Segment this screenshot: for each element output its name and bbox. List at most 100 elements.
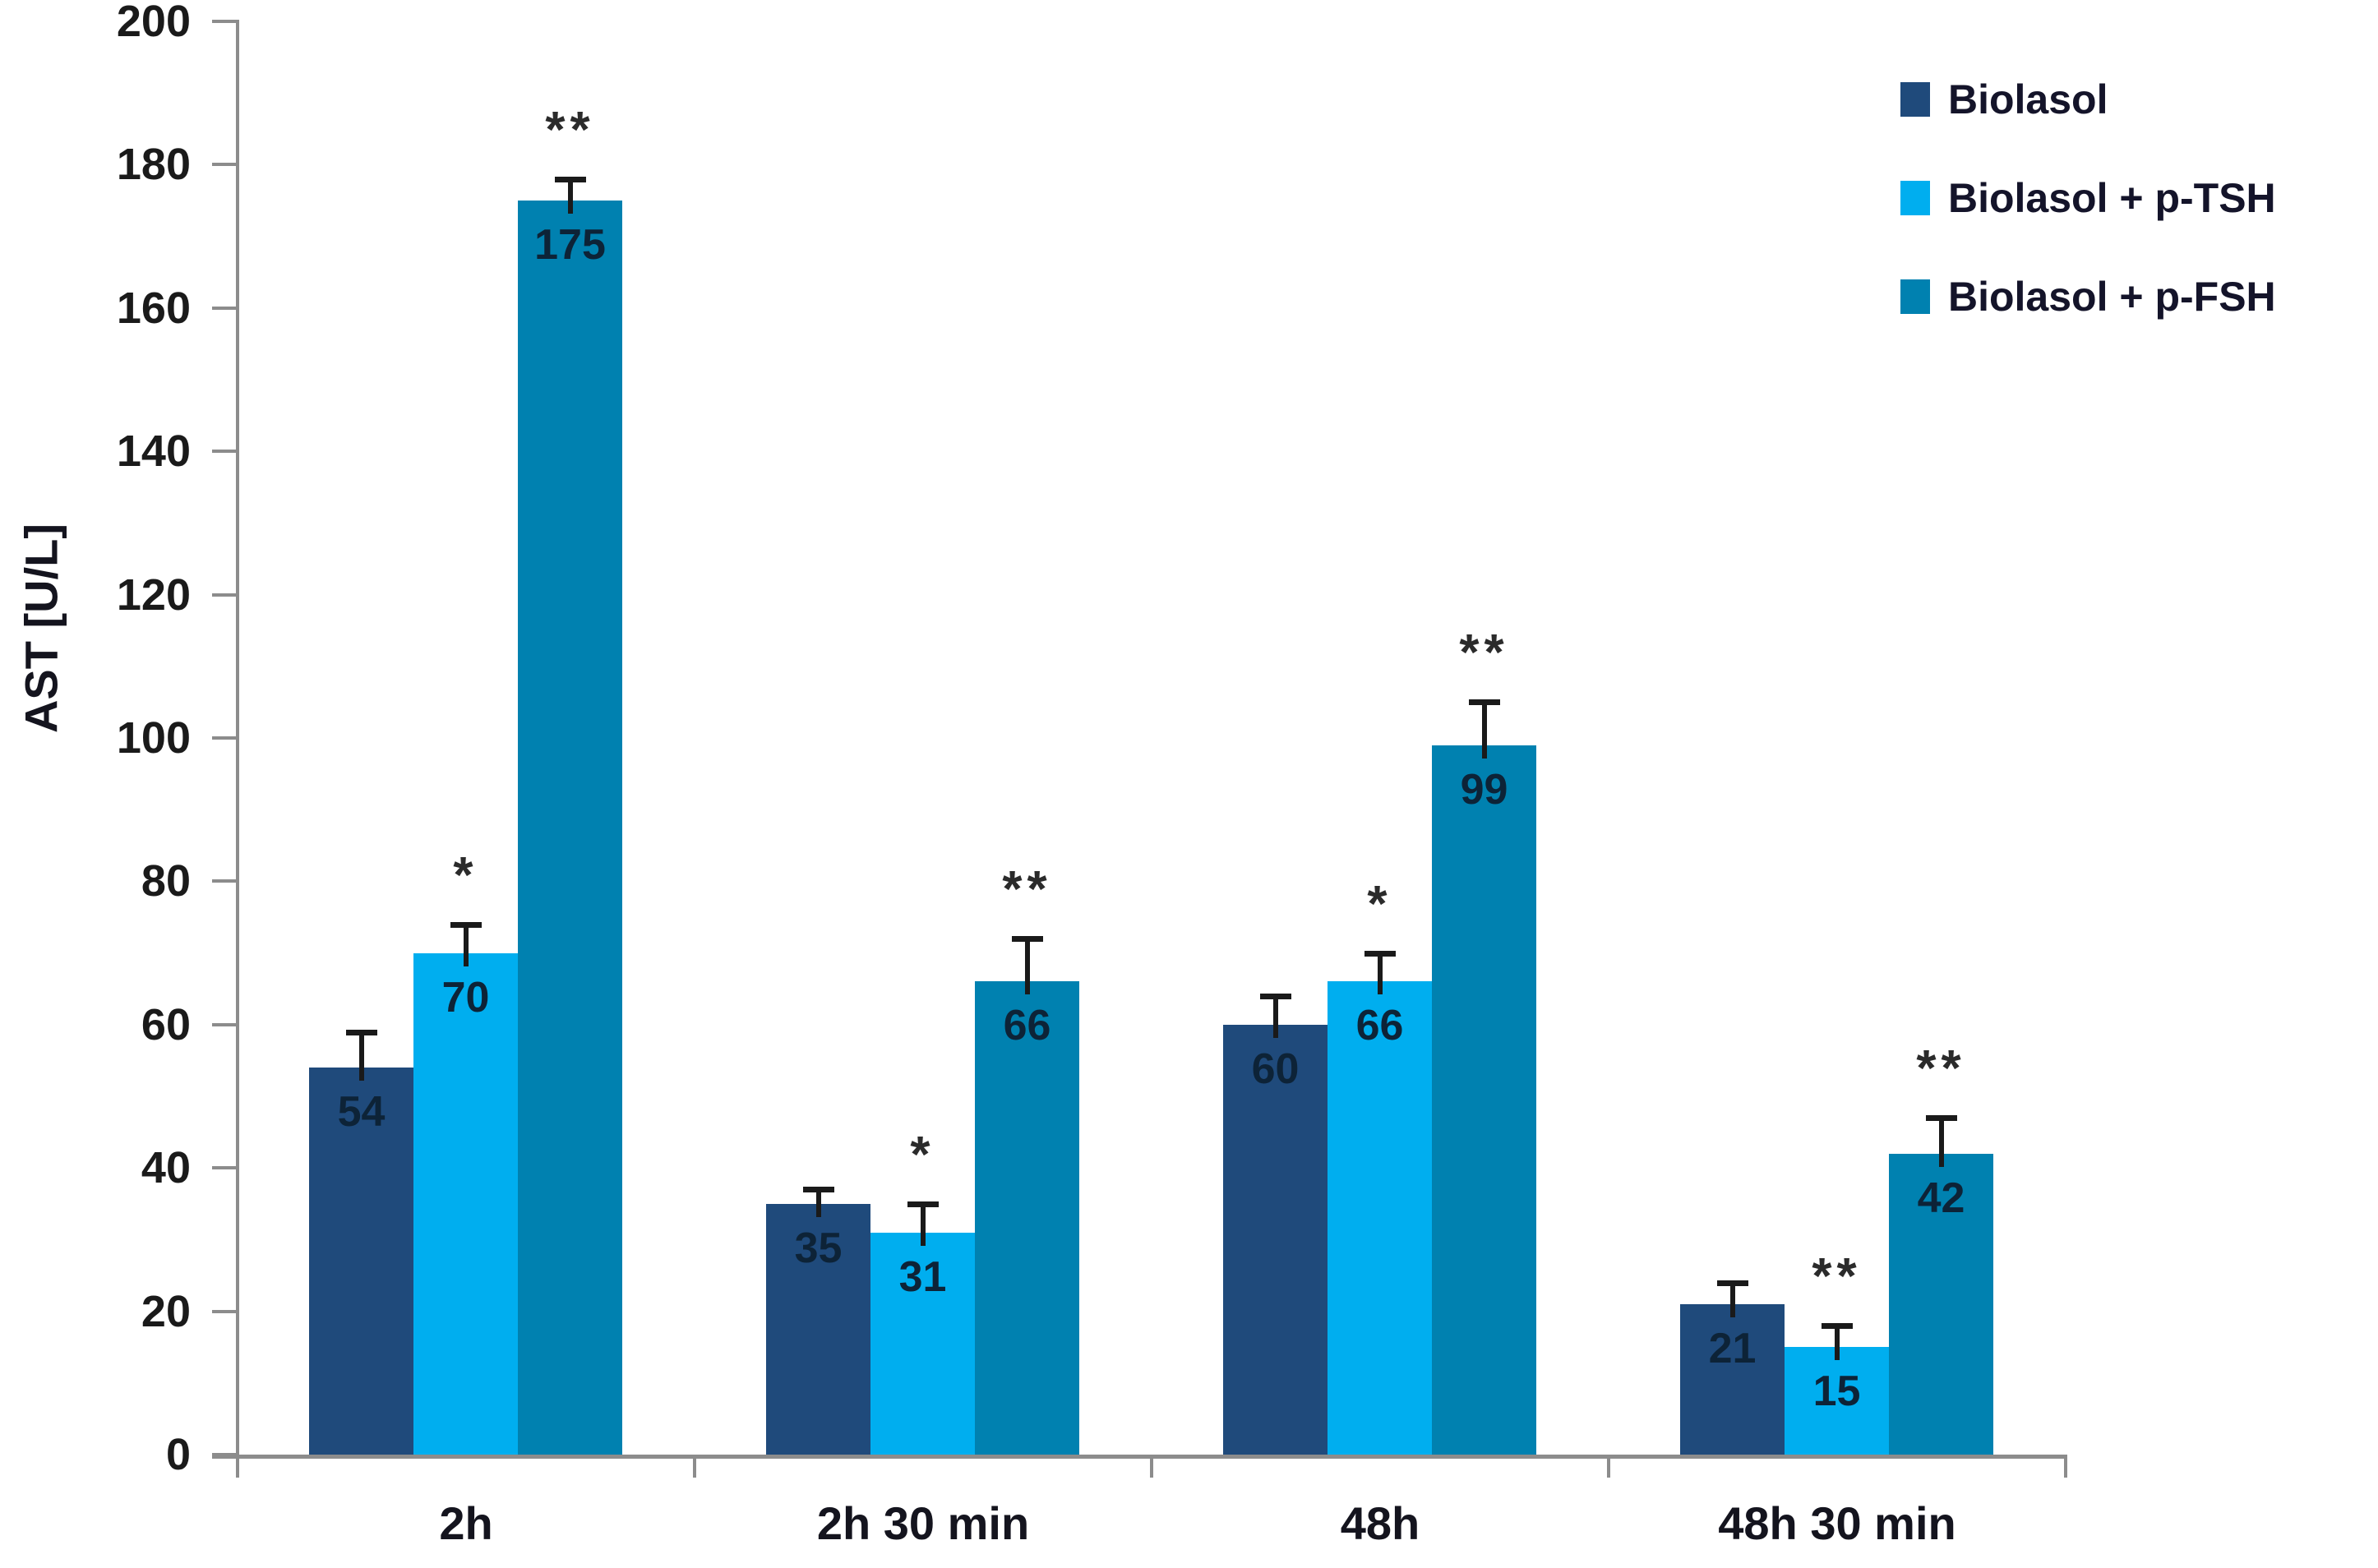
- bar-value-label: 99: [1460, 765, 1508, 814]
- legend-label: Biolasol + p-TSH: [1948, 175, 2276, 221]
- legend-label: Biolasol: [1948, 76, 2108, 122]
- bar: [1889, 1153, 1993, 1455]
- error-bar: [1834, 1326, 1840, 1361]
- y-tick-label: 100: [116, 713, 191, 763]
- significance-marker: **: [1916, 1040, 1966, 1098]
- y-axis-title: AST [U/L]: [15, 523, 67, 734]
- error-bar-cap: [1364, 950, 1396, 957]
- y-tick-label: 60: [141, 999, 191, 1049]
- y-tick: [212, 450, 238, 454]
- legend: Biolasol Biolasol + p-TSH Biolasol + p-FSH: [1900, 76, 2276, 371]
- x-tick-label: 48h: [1340, 1497, 1420, 1549]
- significance-marker: **: [1002, 861, 1052, 919]
- bar-value-label: 31: [898, 1252, 947, 1301]
- y-tick: [212, 1166, 238, 1170]
- x-tick-label: 2h 30 min: [816, 1497, 1030, 1549]
- bar-value-label: 15: [1812, 1367, 1861, 1416]
- bar: [1680, 1303, 1785, 1455]
- error-bar: [1024, 938, 1030, 995]
- y-tick-label: 20: [141, 1286, 191, 1336]
- error-bar: [463, 924, 469, 966]
- bar: [1223, 1024, 1328, 1455]
- legend-label: Biolasol + p-FSH: [1948, 274, 2276, 320]
- bar: [1432, 745, 1536, 1455]
- error-bar-cap: [907, 1201, 939, 1207]
- bar: [1328, 981, 1432, 1455]
- legend-swatch: [1900, 82, 1930, 117]
- bar: [309, 1068, 413, 1455]
- bar: [975, 981, 1079, 1455]
- y-tick: [212, 306, 238, 310]
- bar: [518, 201, 622, 1455]
- x-tick-label: 2h: [439, 1497, 493, 1549]
- significance-marker: **: [1459, 625, 1509, 682]
- error-bar: [1272, 995, 1278, 1038]
- error-bar-cap: [345, 1029, 377, 1035]
- legend-swatch: [1900, 279, 1930, 314]
- error-bar: [920, 1203, 926, 1246]
- y-tick: [212, 20, 238, 23]
- error-bar: [1938, 1118, 1944, 1167]
- legend-swatch: [1900, 181, 1930, 215]
- y-tick: [212, 593, 238, 597]
- significance-marker: **: [1812, 1248, 1862, 1306]
- error-bar-cap: [1925, 1115, 1957, 1122]
- bar-value-label: 60: [1251, 1045, 1300, 1093]
- error-bar-cap: [1011, 936, 1043, 943]
- x-axis-line: [212, 1455, 2067, 1459]
- y-tick: [212, 736, 238, 740]
- bar-value-label: 70: [441, 973, 490, 1022]
- error-bar-cap: [802, 1187, 834, 1193]
- significance-marker: *: [1367, 875, 1392, 933]
- error-bar-cap: [1259, 993, 1291, 999]
- legend-item: Biolasol: [1900, 76, 2276, 123]
- error-bar: [1377, 952, 1383, 995]
- error-bar-cap: [554, 176, 586, 182]
- error-bar-cap: [1716, 1280, 1748, 1286]
- bar-value-label: 54: [337, 1088, 386, 1137]
- x-boundary-tick: [693, 1455, 696, 1478]
- y-tick: [212, 1022, 238, 1026]
- bar: [766, 1203, 870, 1455]
- y-tick-label: 40: [141, 1143, 191, 1193]
- legend-item: Biolasol + p-FSH: [1900, 273, 2276, 321]
- y-tick-label: 200: [116, 0, 191, 46]
- bar-value-label: 42: [1917, 1174, 1965, 1222]
- significance-marker: *: [910, 1126, 935, 1183]
- error-bar: [1729, 1282, 1735, 1317]
- y-tick-label: 140: [116, 427, 191, 477]
- significance-marker: **: [545, 101, 595, 159]
- bar-value-label: 175: [534, 221, 606, 269]
- bar-value-label: 66: [1003, 1002, 1051, 1050]
- y-tick: [212, 1309, 238, 1313]
- legend-item: Biolasol + p-TSH: [1900, 174, 2276, 222]
- y-tick-label: 80: [141, 856, 191, 906]
- bar: [1785, 1347, 1889, 1455]
- x-boundary-tick: [2064, 1455, 2067, 1478]
- error-bar-cap: [450, 921, 482, 928]
- x-boundary-tick: [1607, 1455, 1610, 1478]
- bar-value-label: 66: [1355, 1002, 1404, 1050]
- y-tick-label: 0: [165, 1430, 191, 1479]
- y-tick: [212, 163, 238, 167]
- bar: [870, 1232, 975, 1455]
- error-bar: [1481, 702, 1487, 759]
- y-tick: [212, 879, 238, 883]
- error-bar: [815, 1189, 821, 1217]
- x-tick-label: 48h 30 min: [1718, 1497, 1956, 1549]
- x-boundary-tick: [1150, 1455, 1153, 1478]
- y-tick: [212, 1453, 238, 1456]
- error-bar: [358, 1031, 364, 1081]
- error-bar-cap: [1468, 699, 1500, 706]
- error-bar-cap: [1821, 1323, 1853, 1330]
- y-tick-label: 120: [116, 570, 191, 620]
- significance-marker: *: [453, 846, 478, 904]
- bar-value-label: 35: [794, 1224, 843, 1272]
- bar: [413, 952, 518, 1455]
- error-bar: [567, 178, 573, 214]
- bar-value-label: 21: [1708, 1324, 1757, 1372]
- y-tick-label: 180: [116, 140, 191, 190]
- y-axis-line: [236, 20, 239, 1478]
